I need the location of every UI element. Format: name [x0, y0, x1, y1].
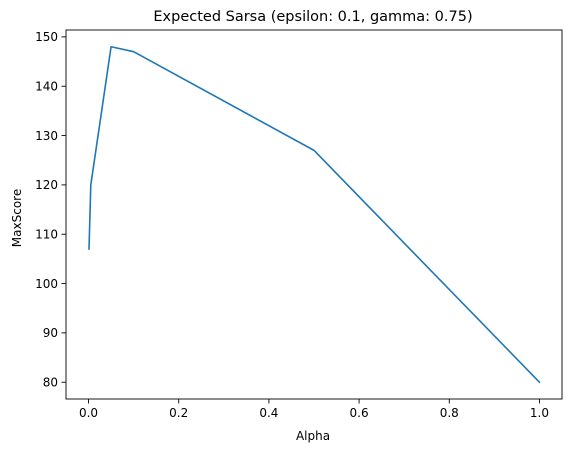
- plot-area: [65, 29, 563, 400]
- x-tick-label: 0.8: [440, 406, 459, 420]
- y-tick-label: 110: [35, 228, 58, 242]
- y-tick-label: 90: [43, 326, 58, 340]
- x-tick-label: 1.0: [530, 406, 549, 420]
- x-tick-label: 0.2: [169, 406, 188, 420]
- y-tick-label: 80: [43, 376, 58, 390]
- y-tick-label: 120: [35, 178, 58, 192]
- x-axis-label: Alpha: [296, 429, 330, 443]
- y-tick-label: 130: [35, 129, 58, 143]
- y-axis: 80 90 100 110 120 130 140 150: [35, 30, 66, 390]
- x-tick-label: 0.0: [79, 406, 98, 420]
- x-tick-label: 0.4: [259, 406, 278, 420]
- chart-title: Expected Sarsa (epsilon: 0.1, gamma: 0.7…: [153, 9, 472, 25]
- y-tick-label: 100: [35, 277, 58, 291]
- x-tick-label: 0.6: [350, 406, 369, 420]
- y-tick-label: 150: [35, 30, 58, 44]
- plot-frame: [65, 29, 563, 400]
- series-line-0: [88, 45, 541, 384]
- y-tick-label: 140: [35, 80, 58, 94]
- y-axis-label: MaxScore: [10, 189, 24, 247]
- x-axis: 0.0 0.2 0.4 0.6 0.8 1.0: [79, 399, 549, 420]
